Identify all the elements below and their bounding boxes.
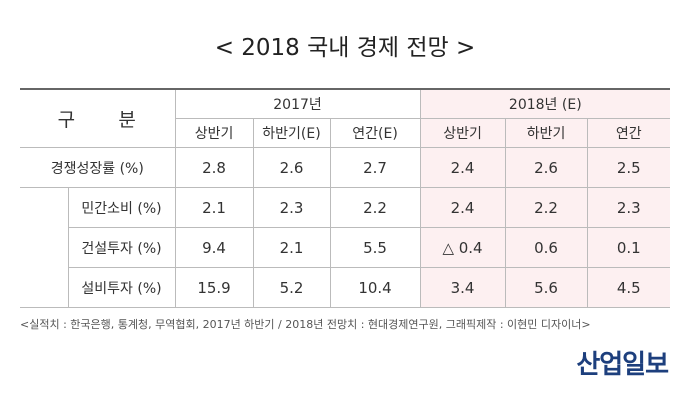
- value-cell: △ 0.4: [419, 227, 506, 268]
- indent-cell: [20, 267, 68, 308]
- column-header: 하반기: [504, 118, 588, 148]
- table-row: 설비투자 (%) 15.9 5.2 10.4 3.4 5.6 4.5: [20, 267, 671, 308]
- column-header: 연간: [586, 118, 671, 148]
- value-cell: 2.1: [174, 187, 254, 228]
- value-cell: 2.5: [586, 147, 671, 188]
- title: < 2018 국내 경제 전망 >: [214, 35, 476, 61]
- value-cell: 0.1: [586, 227, 671, 268]
- value-cell: 2.8: [174, 147, 254, 188]
- row-label: 설비투자 (%): [67, 267, 176, 308]
- value-cell: 5.2: [252, 267, 331, 308]
- indent-cell: [20, 188, 68, 228]
- table-row: 건설투자 (%) 9.4 2.1 5.5 △ 0.4 0.6 0.1: [20, 227, 671, 268]
- value-cell: 2.3: [252, 187, 331, 228]
- table-row: 경쟁성장률 (%) 2.8 2.6 2.7 2.4 2.6 2.5: [20, 147, 671, 188]
- table-row: 민간소비 (%) 2.1 2.3 2.2 2.4 2.2 2.3: [20, 187, 671, 228]
- column-header: 상반기: [174, 118, 254, 148]
- row-label: 경쟁성장률 (%): [20, 147, 176, 188]
- column-header: 상반기: [419, 118, 506, 148]
- value-cell: 2.3: [586, 187, 671, 228]
- value-cell: 9.4: [174, 227, 254, 268]
- value-cell: 15.9: [174, 267, 254, 308]
- value-cell: 4.5: [586, 267, 671, 308]
- value-cell: 2.4: [419, 147, 506, 188]
- source-note: <실적치 : 한국은행, 통계청, 무역협회, 2017년 하반기 / 2018…: [20, 318, 591, 331]
- value-cell: 2.7: [329, 147, 421, 188]
- value-cell: 0.6: [504, 227, 588, 268]
- value-cell: 2.2: [504, 187, 588, 228]
- column-header: 하반기(E): [252, 118, 331, 148]
- value-cell: 2.6: [252, 147, 331, 188]
- value-cell: 3.4: [419, 267, 506, 308]
- group-header: 2018년 (E): [419, 88, 671, 119]
- value-cell: 2.6: [504, 147, 588, 188]
- row-label: 민간소비 (%): [67, 187, 176, 228]
- value-cell: 5.6: [504, 267, 588, 308]
- outlook-table: 구 분 2017년 2018년 (E) 상반기 하반기(E) 연간(E) 상반기 하반기…: [20, 88, 671, 308]
- row-label: 건설투자 (%): [67, 227, 176, 268]
- value-cell: 5.5: [329, 227, 421, 268]
- group-header: 2017년: [174, 88, 421, 119]
- value-cell: 10.4: [329, 267, 421, 308]
- indent-cell: [20, 228, 68, 268]
- corner-header: 구 분: [20, 88, 176, 148]
- value-cell: 2.1: [252, 227, 331, 268]
- value-cell: 2.4: [419, 187, 506, 228]
- logo: 산업일보: [576, 350, 669, 380]
- value-cell: 2.2: [329, 187, 421, 228]
- column-header: 연간(E): [329, 118, 421, 148]
